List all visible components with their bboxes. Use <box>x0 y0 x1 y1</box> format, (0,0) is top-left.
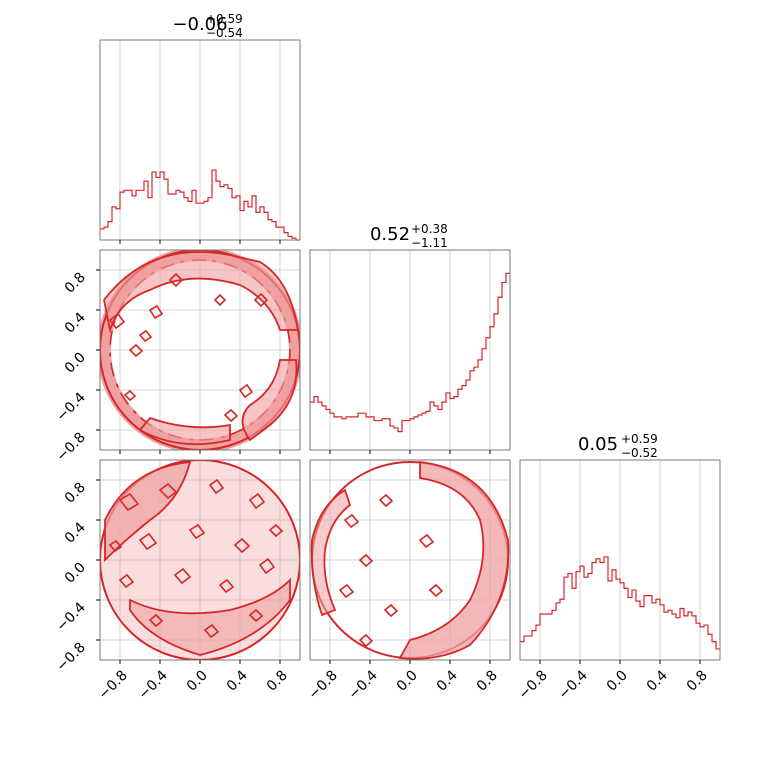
ytick-label-p20-n0.8: −0.8 <box>53 640 88 675</box>
histogram-step-param-2 <box>310 272 510 433</box>
xtick-label-p20-0.0: 0.0 <box>184 668 211 695</box>
histogram-panel-param-1: −0.06 +0.59 −0.54 <box>99 12 301 244</box>
histogram-step-param-1 <box>100 169 300 241</box>
grid-hist-2 <box>539 460 701 660</box>
xtick-label-p20-0.8: 0.8 <box>264 668 291 695</box>
grid-hist-1 <box>329 250 491 450</box>
contour-islands-p10 <box>108 272 269 423</box>
ytick-label-p10-n0.4: −0.4 <box>53 389 88 424</box>
contour-region-upper-p10 <box>103 251 300 334</box>
xtick-label-p21-n0.4: −0.4 <box>345 667 380 702</box>
xtick-marks-hist-1 <box>329 450 491 454</box>
contour-density-p10 <box>100 250 300 450</box>
contour-density-p21 <box>310 460 510 660</box>
contour-panel-param-1-vs-param-3: 0.8 0.4 0.0 −0.4 −0.8 −0.8 −0.4 0.0 0.4 … <box>53 459 301 703</box>
title-plus-param-1: +0.59 <box>206 12 243 26</box>
contour-region-right-p10 <box>241 359 298 442</box>
histogram-panel-param-2: 0.52 +0.38 −1.11 <box>309 222 511 454</box>
xtick-marks-p20 <box>119 660 281 664</box>
contour-region-upper-left-p20 <box>104 460 192 563</box>
xtick-marks-hist-2 <box>539 660 701 664</box>
xtick-marks-hist-0 <box>119 240 281 244</box>
ytick-label-p10-n0.8: −0.8 <box>53 430 88 465</box>
xtick-label-p21-0.0: 0.0 <box>394 668 421 695</box>
ytick-label-p20-0.4: 0.4 <box>62 519 89 546</box>
title-plus-param-2: +0.38 <box>411 222 448 236</box>
xtick-label-p21-0.8: 0.8 <box>474 668 501 695</box>
title-param-1: −0.06 <box>172 14 227 35</box>
ytick-label-p10-0.4: 0.4 <box>62 309 89 336</box>
xtick-label-h2-0.0: 0.0 <box>604 668 631 695</box>
ytick-label-p20-n0.4: −0.4 <box>53 599 88 634</box>
xtick-labels-p21: −0.8 −0.4 0.0 0.4 0.8 <box>305 667 500 702</box>
title-minus-param-3: −0.52 <box>621 446 658 460</box>
xtick-label-h2-0.4: 0.4 <box>644 667 671 694</box>
title-plus-param-3: +0.59 <box>621 432 658 446</box>
contour-region-bottom-p10 <box>138 416 231 446</box>
contour-region-left-p21 <box>310 488 352 617</box>
xtick-label-h2-0.8: 0.8 <box>684 668 711 695</box>
histogram-panel-param-3: 0.05 +0.59 −0.52 <box>519 432 721 661</box>
ytick-labels-p20: 0.8 0.4 0.0 −0.4 −0.8 <box>53 480 88 675</box>
xtick-labels-p20: −0.8 −0.4 0.0 0.4 0.8 <box>95 667 290 702</box>
contour-panel-param-1-vs-param-2: 0.8 0.4 0.0 −0.4 −0.8 <box>53 249 301 465</box>
title-param-2: 0.52 <box>370 224 410 245</box>
contour-region-right-p21 <box>398 460 510 660</box>
contour-islands-p21 <box>338 493 444 648</box>
ytick-marks-p10 <box>96 269 100 431</box>
ytick-label-p10-0.8: 0.8 <box>62 270 89 297</box>
grid-p21 <box>310 460 510 660</box>
xtick-marks-p10 <box>119 450 281 454</box>
contour-density-p20 <box>100 460 300 660</box>
ytick-labels-p10: 0.8 0.4 0.0 −0.4 −0.8 <box>53 270 88 465</box>
xtick-label-h2-n0.4: −0.4 <box>555 667 590 702</box>
contour-region-lower-p20 <box>129 577 291 656</box>
ytick-label-p10-0.0: 0.0 <box>62 350 89 377</box>
ytick-label-p20-0.0: 0.0 <box>62 560 89 587</box>
contour-islands-p20 <box>108 478 284 639</box>
ytick-marks-p20 <box>96 479 100 641</box>
histogram-step-param-3 <box>520 556 720 650</box>
title-param-3: 0.05 <box>578 434 618 455</box>
ytick-label-p20-0.8: 0.8 <box>62 480 89 507</box>
xtick-label-p21-0.4: 0.4 <box>434 667 461 694</box>
title-minus-param-2: −1.11 <box>411 236 448 250</box>
xtick-label-p20-n0.4: −0.4 <box>135 667 170 702</box>
title-minus-param-1: −0.54 <box>206 26 243 40</box>
xtick-labels-hist-2: −0.8 −0.4 0.0 0.4 0.8 <box>515 660 711 703</box>
contour-panel-param-2-vs-param-3: −0.8 −0.4 0.0 0.4 0.8 <box>305 459 511 703</box>
xtick-marks-p21 <box>329 660 491 664</box>
xtick-label-p21-n0.8: −0.8 <box>305 668 340 703</box>
xtick-label-p20-n0.8: −0.8 <box>95 668 130 703</box>
xtick-label-p20-0.4: 0.4 <box>224 667 251 694</box>
xtick-label-h2-n0.8: −0.8 <box>515 668 550 703</box>
